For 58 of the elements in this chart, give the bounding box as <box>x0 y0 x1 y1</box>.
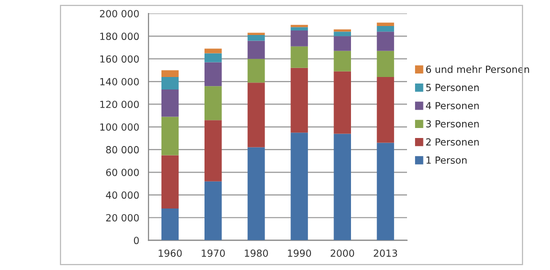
y-tick-label: 80 000 <box>106 146 139 154</box>
y-tick-label: 100 000 <box>100 123 139 131</box>
bar <box>376 77 394 143</box>
bar <box>290 46 308 68</box>
bar <box>248 40 265 59</box>
bar <box>161 155 179 209</box>
y-tick-label: 60 000 <box>106 168 139 176</box>
legend-label: 4 Personen <box>426 102 479 110</box>
bar <box>376 50 394 78</box>
bar <box>204 86 222 120</box>
bar <box>376 32 394 51</box>
bar <box>204 53 222 62</box>
x-tick-label: 2000 <box>330 250 354 257</box>
y-tick-label: 40 000 <box>106 191 139 199</box>
bar <box>376 22 394 26</box>
x-tick-label: 1960 <box>158 250 182 257</box>
y-tick-label: 180 000 <box>100 32 139 40</box>
bar <box>204 48 222 54</box>
x-tick-label: 1990 <box>288 250 312 257</box>
legend-label: 1 Person <box>426 156 467 164</box>
bar <box>376 26 394 32</box>
bar <box>290 68 308 133</box>
bar <box>248 32 265 36</box>
bar <box>248 147 265 240</box>
x-tick-label: 1980 <box>244 250 268 257</box>
bar <box>334 134 351 240</box>
bar <box>334 71 351 134</box>
bar <box>161 116 179 156</box>
bar <box>161 208 179 240</box>
y-tick-label: 20 000 <box>106 214 139 222</box>
bar <box>334 50 351 72</box>
y-tick-label: 160 000 <box>100 55 139 63</box>
bar <box>204 181 222 240</box>
legend-label: 6 und mehr Personen <box>426 65 530 73</box>
bar <box>204 120 222 182</box>
legend-label: 3 Personen <box>426 120 479 128</box>
bar <box>334 32 351 36</box>
bar <box>290 27 308 31</box>
bar <box>376 142 394 240</box>
bar <box>248 58 265 83</box>
bar <box>161 77 179 90</box>
y-tick-label: 140 000 <box>100 78 139 86</box>
bar <box>161 70 179 78</box>
bar <box>161 89 179 117</box>
bar <box>290 24 308 28</box>
bar <box>334 36 351 51</box>
y-tick-label: 0 <box>134 236 139 244</box>
bar <box>290 30 308 46</box>
legend-label: 2 Personen <box>426 138 479 146</box>
bar <box>290 132 308 240</box>
y-tick-label: 200 000 <box>100 10 139 18</box>
bar <box>248 35 265 41</box>
x-tick-label: 2013 <box>374 250 398 257</box>
bar <box>204 62 222 86</box>
y-tick-label: 120 000 <box>100 100 139 108</box>
legend-label: 5 Personen <box>426 84 479 92</box>
bar <box>248 82 265 148</box>
x-tick-label: 1970 <box>202 250 225 257</box>
